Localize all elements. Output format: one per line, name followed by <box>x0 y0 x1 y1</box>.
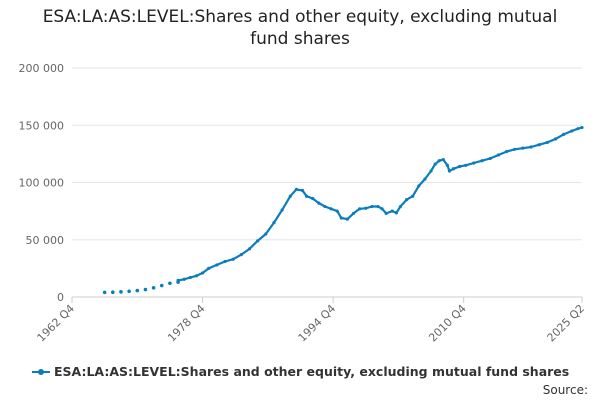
data-point[interactable] <box>480 159 484 163</box>
data-point[interactable] <box>127 289 131 294</box>
data-point[interactable] <box>398 204 403 209</box>
data-point[interactable] <box>345 217 349 221</box>
data-point[interactable] <box>272 220 276 225</box>
y-tick-label: 100 000 <box>19 177 65 190</box>
data-point[interactable] <box>537 143 541 147</box>
data-point[interactable] <box>472 161 476 165</box>
source-label: Source: <box>542 383 588 397</box>
data-point[interactable] <box>168 281 172 286</box>
data-point[interactable] <box>496 153 500 157</box>
data-point[interactable] <box>200 271 205 275</box>
data-point[interactable] <box>102 290 107 295</box>
data-point[interactable] <box>351 211 356 216</box>
y-tick-label: 50 000 <box>26 234 65 247</box>
data-point[interactable] <box>335 209 339 213</box>
x-tick-label: 1994 Q4 <box>296 302 339 345</box>
data-point[interactable] <box>423 177 427 181</box>
x-tick-label: 2025 Q2 <box>545 302 588 345</box>
data-point[interactable] <box>239 253 243 257</box>
data-point[interactable] <box>159 283 164 288</box>
data-point[interactable] <box>329 207 333 211</box>
data-point[interactable] <box>188 275 192 280</box>
data-point[interactable] <box>545 140 549 145</box>
data-point[interactable] <box>380 207 384 211</box>
data-point[interactable] <box>529 145 533 149</box>
series-line[interactable] <box>177 126 583 282</box>
data-point[interactable] <box>576 127 580 131</box>
data-point[interactable] <box>570 129 574 133</box>
data-point[interactable] <box>247 247 252 251</box>
data-point[interactable] <box>437 159 441 163</box>
data-point[interactable] <box>521 146 525 150</box>
data-point[interactable] <box>182 277 186 281</box>
data-point[interactable] <box>488 156 492 161</box>
data-point[interactable] <box>390 209 394 213</box>
data-point[interactable] <box>429 169 433 173</box>
data-point[interactable] <box>135 288 140 293</box>
data-point[interactable] <box>339 216 343 220</box>
data-point[interactable] <box>264 232 268 236</box>
y-tick-label: 150 000 <box>19 119 65 132</box>
data-point[interactable] <box>513 147 517 151</box>
data-point[interactable] <box>143 287 148 292</box>
x-tick-label: 2010 Q4 <box>426 302 469 345</box>
x-axis: 1962 Q4 1978 Q4 1994 Q4 2010 Q4 2025 Q2 <box>35 297 588 345</box>
grid-lines <box>72 67 582 298</box>
data-point[interactable] <box>417 184 421 188</box>
chart-title: ESA:LA:AS:LEVEL:Shares and other equity,… <box>0 6 600 50</box>
data-point[interactable] <box>223 259 227 264</box>
plot-area <box>102 125 584 295</box>
data-point[interactable] <box>441 158 445 162</box>
y-tick-label: 200 000 <box>19 62 65 75</box>
data-point[interactable] <box>376 204 380 209</box>
data-point[interactable] <box>451 167 456 171</box>
legend-series-marker <box>32 367 50 377</box>
data-point[interactable] <box>151 286 156 290</box>
data-point[interactable] <box>504 149 509 154</box>
data-point[interactable] <box>231 257 235 261</box>
data-point[interactable] <box>280 208 284 212</box>
data-point[interactable] <box>311 196 315 201</box>
data-point[interactable] <box>215 263 219 267</box>
legend-series-label: ESA:LA:AS:LEVEL:Shares and other equity,… <box>54 364 570 379</box>
y-axis: 0 50 000 100 000 150 000 200 000 <box>19 62 65 304</box>
data-point[interactable] <box>464 163 468 167</box>
data-point[interactable] <box>411 194 415 198</box>
data-point[interactable] <box>553 137 558 141</box>
data-point[interactable] <box>294 187 298 191</box>
data-point[interactable] <box>305 194 309 198</box>
data-point[interactable] <box>394 211 398 215</box>
data-point[interactable] <box>119 290 123 294</box>
data-point[interactable] <box>370 204 374 209</box>
data-point[interactable] <box>323 204 327 209</box>
data-point[interactable] <box>111 290 115 294</box>
chart-title-line-1: ESA:LA:AS:LEVEL:Shares and other equity,… <box>42 7 558 27</box>
data-point[interactable] <box>458 164 462 169</box>
data-point[interactable] <box>358 207 362 211</box>
data-point[interactable] <box>176 278 180 282</box>
x-tick-label: 1962 Q4 <box>35 302 78 345</box>
x-tick-label: 1978 Q4 <box>165 302 208 345</box>
data-point[interactable] <box>562 132 566 137</box>
chart-title-line-2: fund shares <box>250 29 350 49</box>
y-tick-label: 0 <box>57 291 64 304</box>
data-point[interactable] <box>300 188 305 193</box>
data-point[interactable] <box>288 194 292 198</box>
data-point[interactable] <box>317 201 321 205</box>
data-point[interactable] <box>445 163 449 167</box>
data-point[interactable] <box>256 239 260 243</box>
data-point[interactable] <box>384 211 388 216</box>
data-point[interactable] <box>580 125 584 130</box>
data-point[interactable] <box>447 169 451 173</box>
data-point[interactable] <box>194 274 199 278</box>
data-point[interactable] <box>364 206 368 210</box>
data-point[interactable] <box>207 266 211 270</box>
data-point[interactable] <box>433 162 437 166</box>
data-point[interactable] <box>404 198 409 202</box>
legend[interactable]: ESA:LA:AS:LEVEL:Shares and other equity,… <box>32 364 569 379</box>
